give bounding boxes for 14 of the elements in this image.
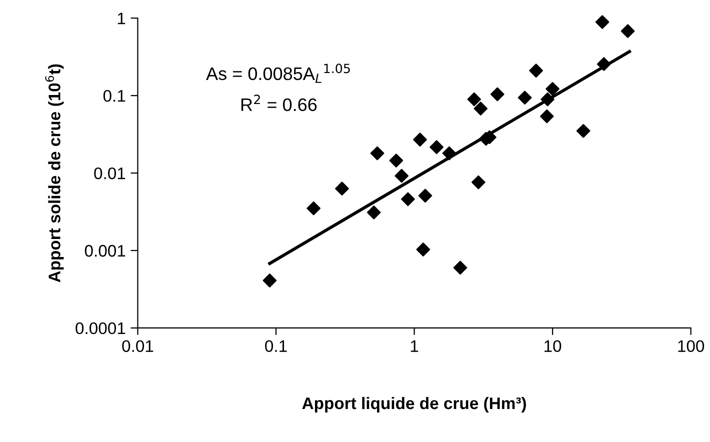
annotation: R$^{2}$ = 0.66 — [241, 94, 317, 112]
y-axis-title: Apport solide de crue (10$^{6}$t) — [45, 64, 64, 282]
x-tick-label: 10 — [544, 340, 562, 352]
y-tick-label: 0.001 — [84, 244, 126, 257]
x-tick-label: 0.1 — [265, 340, 287, 352]
y-tick-label: 0.01 — [94, 167, 126, 180]
x-tick-label: 0.01 — [122, 340, 154, 352]
y-tick-label: 0.1 — [103, 90, 126, 102]
y-tick-label: 0.0001 — [76, 322, 126, 334]
x-axis-title: Apport liquide de crue (Hm³) — [302, 396, 526, 413]
x-tick-label: 100 — [678, 340, 704, 352]
x-tick-label: 1 — [410, 340, 418, 352]
y-tick-label: 1 — [118, 12, 126, 24]
annotation: As = 0.0085A$_{L}$$^{1.05}$ — [206, 64, 350, 83]
